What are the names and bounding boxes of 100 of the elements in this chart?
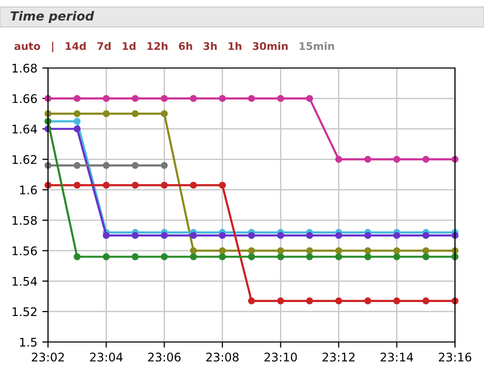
point <box>248 232 255 239</box>
x-tick-label: 23:10 <box>264 352 297 362</box>
point <box>74 118 81 125</box>
text: 30min <box>252 42 288 50</box>
point <box>132 253 139 260</box>
point <box>393 156 400 163</box>
point <box>306 247 314 254</box>
point <box>190 182 197 189</box>
point <box>277 232 284 239</box>
point <box>393 297 400 304</box>
point <box>218 182 226 189</box>
point <box>190 94 197 102</box>
point <box>102 94 110 102</box>
text: 7d <box>97 42 111 50</box>
point <box>218 232 226 239</box>
y-tick-label: 1.52 <box>12 307 36 316</box>
point <box>102 253 110 260</box>
point <box>277 253 284 260</box>
text: 3h <box>204 42 217 50</box>
x-tick-label: 23:16 <box>438 352 472 362</box>
point <box>102 162 110 169</box>
point <box>335 297 342 304</box>
point <box>364 297 372 304</box>
point <box>132 162 139 169</box>
point <box>190 253 197 260</box>
x-tick-label: 23:06 <box>148 352 181 362</box>
text: 15min <box>300 42 334 50</box>
point <box>74 94 81 102</box>
text: 6h <box>178 42 192 50</box>
point <box>393 253 400 260</box>
point <box>422 253 430 260</box>
text: 14d <box>66 42 86 50</box>
text: auto <box>14 42 40 50</box>
point <box>364 156 372 163</box>
point <box>132 94 139 102</box>
point <box>102 182 110 189</box>
y-tick-label: 1.58 <box>12 216 37 225</box>
text: 12h <box>148 42 168 50</box>
x-tick-label: 23:02 <box>32 352 64 362</box>
point <box>102 232 110 239</box>
point <box>335 232 342 239</box>
point <box>306 253 314 260</box>
point <box>393 232 400 239</box>
point <box>160 110 168 118</box>
y-tick-label: 1.54 <box>12 276 37 286</box>
point <box>74 162 81 169</box>
point <box>190 232 197 239</box>
point <box>306 94 314 102</box>
x-tick-label: 23:04 <box>90 352 123 362</box>
y-tick-label: 1.66 <box>12 94 37 104</box>
x-tick-label: 23:12 <box>322 352 355 362</box>
y-tick-label: 1.68 <box>12 64 37 73</box>
text: | <box>52 42 54 52</box>
point <box>422 156 430 163</box>
point <box>190 247 197 254</box>
point <box>160 182 168 189</box>
point <box>306 297 314 304</box>
point <box>132 110 139 118</box>
point <box>218 94 226 102</box>
point <box>364 232 372 239</box>
chart-title: Time period <box>10 10 94 24</box>
point <box>160 162 168 169</box>
point <box>132 182 139 189</box>
point <box>218 247 226 254</box>
point <box>248 253 255 260</box>
point <box>393 247 400 254</box>
point <box>102 110 110 118</box>
point <box>160 253 168 260</box>
point <box>218 253 226 260</box>
y-tick-label: 1.64 <box>12 124 37 134</box>
point <box>248 297 255 304</box>
x-tick-label: 23:14 <box>380 352 414 362</box>
point <box>248 247 255 254</box>
point <box>74 253 81 260</box>
point <box>364 247 372 254</box>
point <box>160 232 168 239</box>
point <box>74 125 81 132</box>
point <box>335 253 342 260</box>
point <box>277 297 284 304</box>
point <box>306 232 314 239</box>
text: 1d <box>122 42 136 50</box>
y-tick-label: 1.6 <box>20 186 37 194</box>
y-tick-label: 1.62 <box>12 155 36 164</box>
point <box>364 253 372 260</box>
point <box>74 110 81 118</box>
y-tick-label: 1.56 <box>12 246 37 256</box>
point <box>335 156 342 163</box>
x-tick-label: 23:08 <box>206 352 239 362</box>
point <box>335 247 342 254</box>
point <box>422 232 430 239</box>
point <box>74 182 81 189</box>
point <box>132 232 139 239</box>
point <box>422 247 430 254</box>
text: 1h <box>228 42 242 50</box>
y-tick-label: 1.5 <box>20 338 37 347</box>
point <box>248 94 255 102</box>
point <box>422 297 430 304</box>
point <box>160 94 168 102</box>
point <box>277 94 284 102</box>
point <box>277 247 284 254</box>
